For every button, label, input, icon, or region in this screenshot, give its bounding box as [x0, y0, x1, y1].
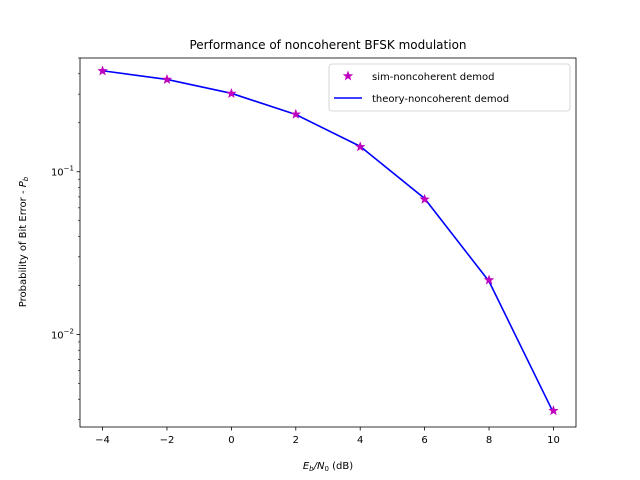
legend-marker-sim [342, 70, 354, 81]
y-tick-exponent: −2 [64, 327, 74, 335]
x-tick-label: −2 [160, 435, 175, 446]
y-tick-label: 10−2 [51, 327, 74, 341]
x-axis-title-sub2: 0 [324, 465, 328, 473]
legend-star-icon [342, 70, 354, 81]
x-tick-label: 0 [228, 435, 234, 446]
y-tick-label: 10−1 [51, 165, 74, 179]
legend-box [328, 63, 571, 112]
x-axis-title-sub1: b [309, 465, 314, 473]
x-tick-label: 10 [547, 435, 560, 446]
x-tick-label: 8 [486, 435, 492, 446]
data-point-sim [290, 108, 301, 119]
x-axis-title-var: E [303, 461, 310, 472]
y-axis-title-text: Probability of Bit Error - [18, 187, 29, 307]
legend-label-theory: theory-noncoherent demod [372, 94, 509, 105]
y-axis-title-var: P [18, 180, 29, 187]
data-point-sim [419, 193, 430, 204]
legend: sim-noncoherent demod theory-noncoherent… [328, 63, 571, 112]
series-line-theory [102, 69, 555, 414]
x-tick-label: −4 [95, 435, 110, 446]
y-tick-exponent: −1 [64, 165, 74, 173]
data-point-sim [97, 65, 108, 76]
x-axis-title: Eb/N0 (dB) [303, 461, 353, 473]
data-point-sim [483, 274, 495, 285]
data-point-sim [355, 141, 366, 152]
y-axis-title-sub: b [22, 176, 30, 181]
x-axis-title-slash: /N [313, 461, 325, 472]
data-point-sim [161, 74, 173, 84]
x-axis-title-unit: (dB) [329, 461, 353, 472]
y-axis-title: Probability of Bit Error - Pb [18, 176, 30, 307]
y-tick-base: 10 [51, 168, 64, 179]
x-axis: −4 −2 0 2 4 6 8 10 [95, 427, 560, 446]
x-tick-label: 6 [421, 435, 427, 446]
chart-title: Performance of noncoherent BFSK modulati… [189, 38, 466, 52]
data-point-sim [226, 88, 237, 98]
data-point-sim [548, 405, 559, 416]
x-tick-label: 2 [293, 435, 299, 446]
x-tick-label: 4 [357, 435, 363, 446]
plot-area [97, 65, 559, 416]
legend-label-sim: sim-noncoherent demod [372, 72, 494, 83]
y-tick-base: 10 [51, 330, 64, 341]
plot-frame [79, 57, 577, 428]
